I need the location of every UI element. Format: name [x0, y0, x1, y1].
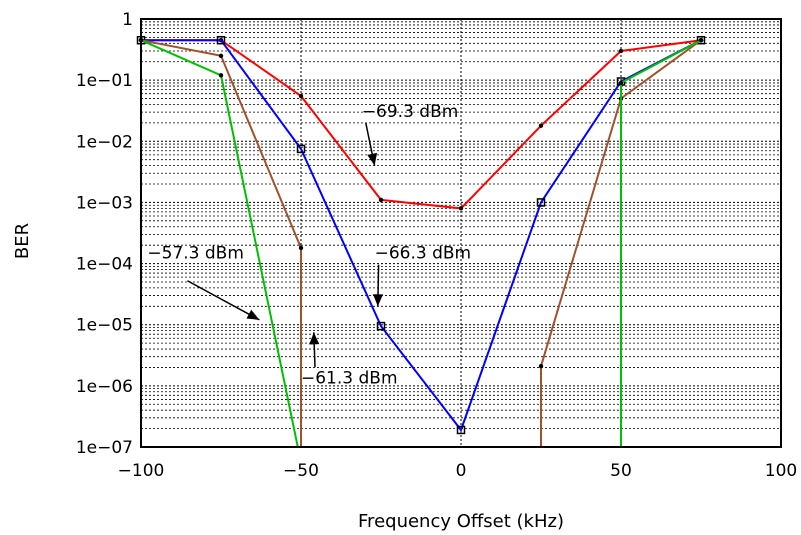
data-point: [618, 80, 624, 86]
x-tick-label: 50: [610, 461, 632, 481]
y-tick-labels: 1 1e−01 1e−02 1e−03 1e−04 1e−05 1e−06 1e−07: [76, 10, 133, 458]
y-tick-label: 1e−02: [76, 132, 133, 152]
annotation-label: −61.3 dBm: [301, 368, 398, 388]
series-layer: [136, 35, 706, 448]
y-tick-label: 1e−04: [76, 255, 133, 275]
y-tick-label: 1e−03: [76, 193, 133, 213]
annotations-layer: −69.3 dBm −66.3 dBm −57.3 dBm −61.3 dBm: [147, 102, 471, 388]
annotation-label: −57.3 dBm: [147, 244, 244, 264]
y-tick-label: 1e−05: [76, 316, 133, 336]
data-point: [456, 425, 466, 435]
x-axis-label: Frequency Offset (kHz): [358, 511, 564, 532]
x-tick-label: −50: [283, 461, 319, 481]
data-point: [216, 35, 226, 45]
annotation-arrowhead: [309, 332, 320, 345]
plot-frame: [140, 18, 782, 448]
data-point: [458, 206, 464, 211]
y-tick-label: 1e−07: [76, 438, 133, 458]
data-point: [376, 321, 386, 331]
series-line: [141, 39, 702, 210]
data-point: [696, 35, 706, 45]
data-point: [538, 123, 544, 128]
data-point: [298, 93, 304, 99]
data-point: [218, 73, 224, 78]
annotation: −57.3 dBm: [147, 244, 260, 321]
series-group: [138, 38, 704, 448]
data-point: [218, 53, 224, 59]
y-tick-label: 1e−01: [76, 71, 133, 91]
x-tick-label: 100: [765, 461, 797, 481]
x-tick-labels: −100 −50 0 50 100: [118, 461, 798, 481]
data-point: [538, 363, 544, 369]
annotation-arrowhead: [373, 294, 384, 307]
annotation-label: −66.3 dBm: [375, 244, 472, 264]
data-point: [296, 144, 306, 154]
data-point: [618, 48, 624, 54]
annotation: −69.3 dBm: [362, 102, 459, 166]
series-group: [138, 38, 704, 447]
annotation-arrowhead: [246, 309, 260, 320]
data-point: [378, 197, 384, 203]
annotation: −61.3 dBm: [301, 332, 398, 388]
data-point: [698, 38, 704, 43]
annotation: −66.3 dBm: [373, 244, 471, 307]
data-point: [298, 245, 304, 251]
y-axis-label: BER: [12, 223, 33, 259]
annotation-arrow-line: [187, 280, 260, 321]
data-point: [536, 198, 546, 207]
annotation-label: −69.3 dBm: [362, 102, 459, 122]
series-line: [140, 39, 302, 447]
series-group: [136, 35, 706, 435]
series-line: [141, 39, 702, 433]
y-tick-label: 1: [122, 10, 133, 30]
y-tick-label: 1e−06: [76, 377, 133, 397]
x-tick-label: −100: [118, 461, 165, 481]
grid-lines: [141, 19, 781, 447]
x-tick-label: 0: [456, 461, 467, 481]
annotation-arrowhead: [367, 152, 378, 166]
series-line: [540, 39, 702, 447]
